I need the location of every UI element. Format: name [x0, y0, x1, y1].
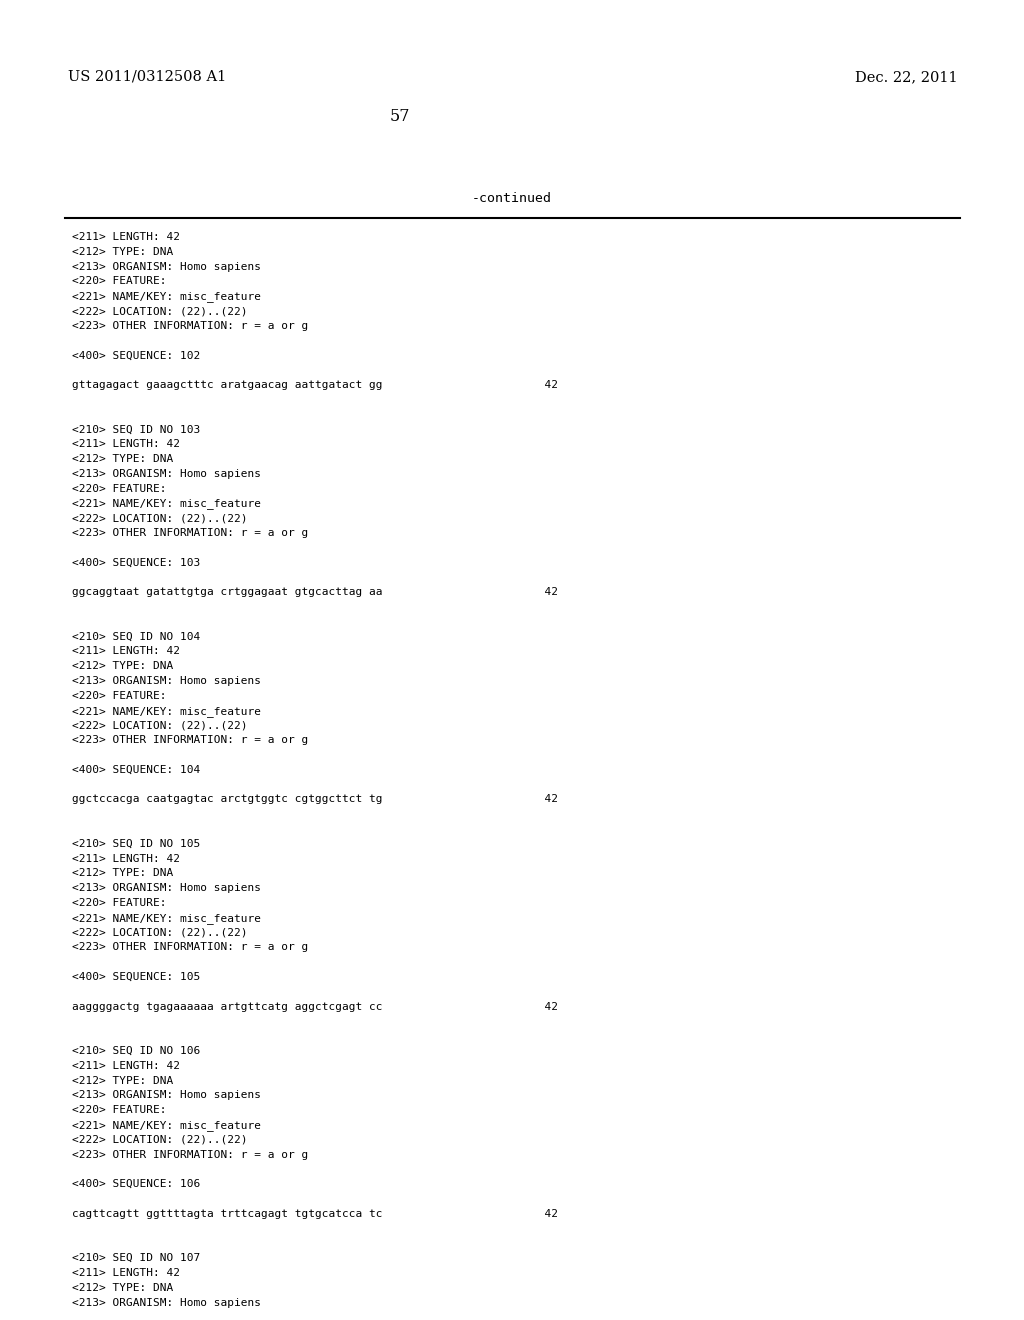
Text: <213> ORGANISM: Homo sapiens: <213> ORGANISM: Homo sapiens: [72, 469, 261, 479]
Text: <212> TYPE: DNA: <212> TYPE: DNA: [72, 869, 173, 878]
Text: <210> SEQ ID NO 107: <210> SEQ ID NO 107: [72, 1253, 201, 1263]
Text: <221> NAME/KEY: misc_feature: <221> NAME/KEY: misc_feature: [72, 1119, 261, 1131]
Text: cagttcagtt ggttttagta trttcagagt tgtgcatcca tc                        42: cagttcagtt ggttttagta trttcagagt tgtgcat…: [72, 1209, 558, 1218]
Text: <400> SEQUENCE: 105: <400> SEQUENCE: 105: [72, 972, 201, 982]
Text: aaggggactg tgagaaaaaa artgttcatg aggctcgagt cc                        42: aaggggactg tgagaaaaaa artgttcatg aggctcg…: [72, 1002, 558, 1011]
Text: <211> LENGTH: 42: <211> LENGTH: 42: [72, 647, 180, 656]
Text: <220> FEATURE:: <220> FEATURE:: [72, 898, 167, 908]
Text: <223> OTHER INFORMATION: r = a or g: <223> OTHER INFORMATION: r = a or g: [72, 321, 308, 331]
Text: <220> FEATURE:: <220> FEATURE:: [72, 690, 167, 701]
Text: <211> LENGTH: 42: <211> LENGTH: 42: [72, 1269, 180, 1278]
Text: <211> LENGTH: 42: <211> LENGTH: 42: [72, 440, 180, 449]
Text: <210> SEQ ID NO 104: <210> SEQ ID NO 104: [72, 631, 201, 642]
Text: <221> NAME/KEY: misc_feature: <221> NAME/KEY: misc_feature: [72, 913, 261, 924]
Text: US 2011/0312508 A1: US 2011/0312508 A1: [68, 70, 226, 84]
Text: <210> SEQ ID NO 105: <210> SEQ ID NO 105: [72, 838, 201, 849]
Text: <221> NAME/KEY: misc_feature: <221> NAME/KEY: misc_feature: [72, 499, 261, 510]
Text: <211> LENGTH: 42: <211> LENGTH: 42: [72, 1061, 180, 1071]
Text: <222> LOCATION: (22)..(22): <222> LOCATION: (22)..(22): [72, 513, 248, 523]
Text: <220> FEATURE:: <220> FEATURE:: [72, 483, 167, 494]
Text: <211> LENGTH: 42: <211> LENGTH: 42: [72, 854, 180, 863]
Text: <213> ORGANISM: Homo sapiens: <213> ORGANISM: Homo sapiens: [72, 883, 261, 894]
Text: gttagagact gaaagctttc aratgaacag aattgatact gg                        42: gttagagact gaaagctttc aratgaacag aattgat…: [72, 380, 558, 389]
Text: <220> FEATURE:: <220> FEATURE:: [72, 276, 167, 286]
Text: <223> OTHER INFORMATION: r = a or g: <223> OTHER INFORMATION: r = a or g: [72, 528, 308, 539]
Text: ggctccacga caatgagtac arctgtggtc cgtggcttct tg                        42: ggctccacga caatgagtac arctgtggtc cgtggct…: [72, 795, 558, 804]
Text: <222> LOCATION: (22)..(22): <222> LOCATION: (22)..(22): [72, 1135, 248, 1144]
Text: <213> ORGANISM: Homo sapiens: <213> ORGANISM: Homo sapiens: [72, 261, 261, 272]
Text: <223> OTHER INFORMATION: r = a or g: <223> OTHER INFORMATION: r = a or g: [72, 735, 308, 746]
Text: <223> OTHER INFORMATION: r = a or g: <223> OTHER INFORMATION: r = a or g: [72, 1150, 308, 1159]
Text: ggcaggtaat gatattgtga crtggagaat gtgcacttag aa                        42: ggcaggtaat gatattgtga crtggagaat gtgcact…: [72, 587, 558, 597]
Text: <400> SEQUENCE: 103: <400> SEQUENCE: 103: [72, 557, 201, 568]
Text: <210> SEQ ID NO 103: <210> SEQ ID NO 103: [72, 425, 201, 434]
Text: <220> FEATURE:: <220> FEATURE:: [72, 1105, 167, 1115]
Text: <212> TYPE: DNA: <212> TYPE: DNA: [72, 454, 173, 465]
Text: <400> SEQUENCE: 106: <400> SEQUENCE: 106: [72, 1179, 201, 1189]
Text: <213> ORGANISM: Homo sapiens: <213> ORGANISM: Homo sapiens: [72, 1298, 261, 1308]
Text: <222> LOCATION: (22)..(22): <222> LOCATION: (22)..(22): [72, 306, 248, 315]
Text: <221> NAME/KEY: misc_feature: <221> NAME/KEY: misc_feature: [72, 706, 261, 717]
Text: <223> OTHER INFORMATION: r = a or g: <223> OTHER INFORMATION: r = a or g: [72, 942, 308, 953]
Text: <213> ORGANISM: Homo sapiens: <213> ORGANISM: Homo sapiens: [72, 676, 261, 686]
Text: <221> NAME/KEY: misc_feature: <221> NAME/KEY: misc_feature: [72, 292, 261, 302]
Text: -continued: -continued: [472, 191, 552, 205]
Text: <400> SEQUENCE: 104: <400> SEQUENCE: 104: [72, 764, 201, 775]
Text: Dec. 22, 2011: Dec. 22, 2011: [855, 70, 958, 84]
Text: <211> LENGTH: 42: <211> LENGTH: 42: [72, 232, 180, 242]
Text: <213> ORGANISM: Homo sapiens: <213> ORGANISM: Homo sapiens: [72, 1090, 261, 1101]
Text: <212> TYPE: DNA: <212> TYPE: DNA: [72, 1076, 173, 1085]
Text: <212> TYPE: DNA: <212> TYPE: DNA: [72, 1283, 173, 1292]
Text: <222> LOCATION: (22)..(22): <222> LOCATION: (22)..(22): [72, 928, 248, 937]
Text: <222> LOCATION: (22)..(22): <222> LOCATION: (22)..(22): [72, 721, 248, 730]
Text: <212> TYPE: DNA: <212> TYPE: DNA: [72, 661, 173, 671]
Text: 57: 57: [390, 108, 411, 125]
Text: <212> TYPE: DNA: <212> TYPE: DNA: [72, 247, 173, 257]
Text: <400> SEQUENCE: 102: <400> SEQUENCE: 102: [72, 350, 201, 360]
Text: <210> SEQ ID NO 106: <210> SEQ ID NO 106: [72, 1045, 201, 1056]
